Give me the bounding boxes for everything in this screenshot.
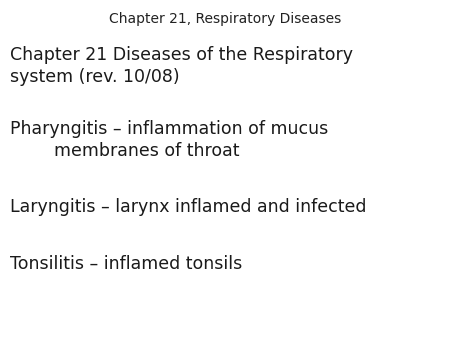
Text: Chapter 21, Respiratory Diseases: Chapter 21, Respiratory Diseases (109, 12, 341, 26)
Text: Tonsilitis – inflamed tonsils: Tonsilitis – inflamed tonsils (10, 255, 242, 273)
Text: Chapter 21 Diseases of the Respiratory
system (rev. 10/08): Chapter 21 Diseases of the Respiratory s… (10, 46, 353, 86)
Text: Laryngitis – larynx inflamed and infected: Laryngitis – larynx inflamed and infecte… (10, 198, 366, 216)
Text: Pharyngitis – inflammation of mucus
        membranes of throat: Pharyngitis – inflammation of mucus memb… (10, 120, 328, 160)
